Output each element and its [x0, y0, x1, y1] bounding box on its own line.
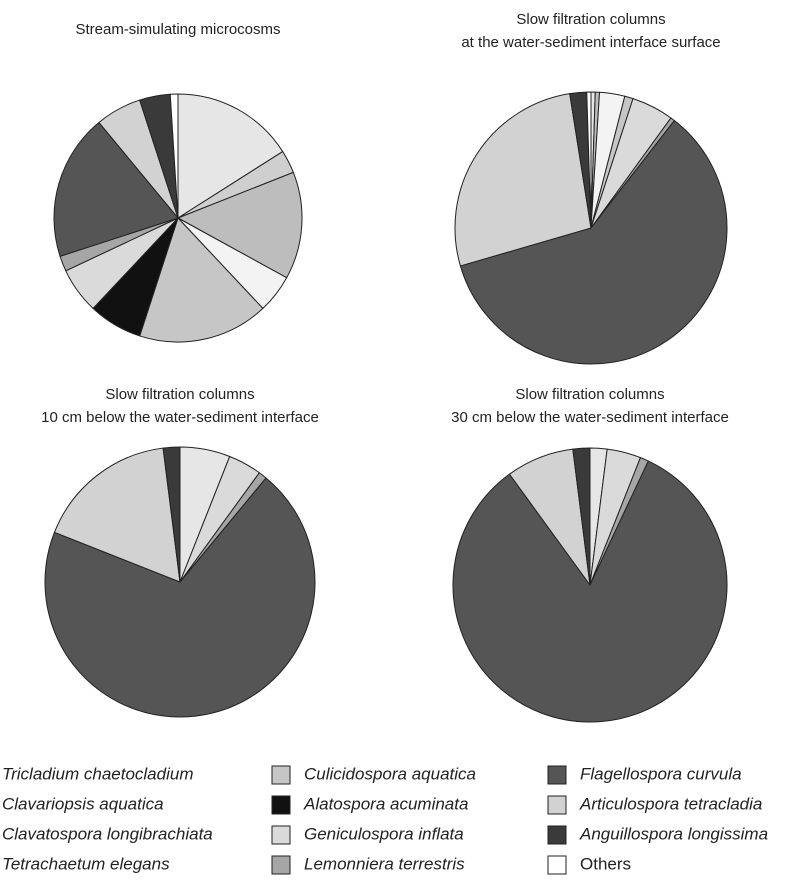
legend-swatch [547, 855, 567, 875]
legend-label: Tetrachaetum elegans [2, 854, 170, 873]
chart-title: 10 cm below the water-sediment interface [41, 409, 319, 426]
legend-label: Anguillospora longissima [579, 824, 768, 843]
legend-label: Articulospora tetracladia [579, 794, 762, 813]
pie-slice [53, 121, 179, 257]
pie-slice [572, 447, 591, 586]
legend-swatch [547, 765, 567, 785]
legend-label: Culicidospora aquatica [304, 764, 476, 783]
chart-title: Slow filtration columns [516, 11, 665, 28]
legend-swatch [547, 825, 567, 845]
legend-swatch [271, 825, 291, 845]
legend-swatch [271, 855, 291, 875]
chart-title: 30 cm below the water-sediment interface [451, 409, 729, 426]
legend-label: Clavatospora longibrachiata [2, 824, 213, 843]
legend-label: Others [580, 854, 631, 873]
legend-swatch [547, 795, 567, 815]
pie-slice [53, 447, 181, 583]
chart-title: Slow filtration columns [105, 386, 254, 403]
pie-slice [139, 217, 264, 343]
legend-swatch [271, 795, 291, 815]
pie-slice [176, 171, 303, 279]
legend-label: Tricladium chaetocladium [2, 764, 193, 783]
pie-slice [44, 477, 316, 718]
legend-label: Flagellospora curvula [580, 764, 742, 783]
pie-slice [169, 93, 179, 219]
chart-title: at the water-sediment interface surface [461, 34, 720, 51]
legend-swatch [271, 765, 291, 785]
pie-slice [459, 119, 728, 365]
pie-slice [452, 460, 728, 723]
pie-slice [177, 93, 284, 219]
legend-label: Clavariopsis aquatica [2, 794, 164, 813]
legend-label: Geniculospora inflata [304, 824, 464, 843]
pie-slice [454, 93, 592, 267]
pie-slice [162, 446, 181, 583]
chart-title: Stream-simulating microcosms [75, 21, 280, 38]
chart-title: Slow filtration columns [515, 386, 664, 403]
legend-label: Alatospora acuminata [303, 794, 468, 813]
legend-label: Lemonniera terrestris [304, 854, 465, 873]
pie-slice [586, 91, 592, 229]
